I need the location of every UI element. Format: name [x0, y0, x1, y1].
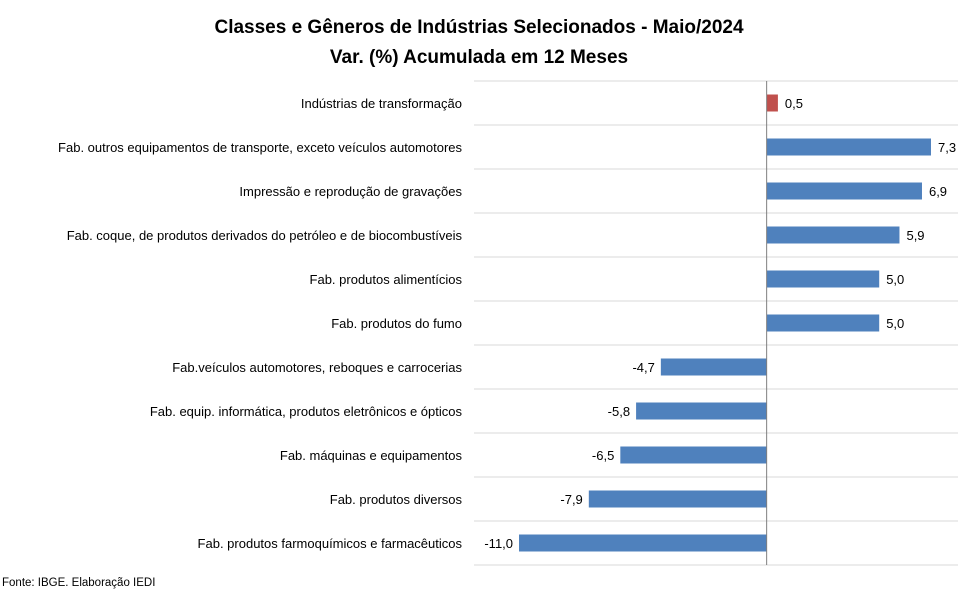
bar — [620, 446, 767, 464]
bar — [766, 314, 880, 332]
data-label: 6,9 — [929, 184, 947, 199]
bar — [766, 182, 922, 200]
bar — [766, 138, 931, 156]
bar — [766, 226, 900, 244]
category-label: Fab. produtos do fumo — [331, 316, 462, 331]
chart-title: Classes e Gêneros de Indústrias Selecion… — [214, 17, 743, 38]
category-label: Fab. produtos farmoquímicos e farmacêuti… — [198, 536, 463, 551]
category-label: Fab. coque, de produtos derivados do pet… — [67, 228, 463, 243]
data-label: 5,0 — [886, 316, 904, 331]
category-label: Fab. outros equipamentos de transporte, … — [58, 140, 462, 155]
data-label: -4,7 — [632, 360, 654, 375]
category-label: Impressão e reprodução de gravações — [239, 184, 462, 199]
bar — [766, 270, 880, 288]
data-label: 5,0 — [886, 272, 904, 287]
category-label: Indústrias de transformação — [301, 96, 462, 111]
category-label: Fab.veículos automotores, reboques e car… — [172, 360, 462, 375]
data-label: -5,8 — [608, 404, 630, 419]
data-label: 5,9 — [906, 228, 924, 243]
category-label: Fab. equip. informática, produtos eletrô… — [150, 404, 463, 419]
bars-group — [519, 94, 931, 552]
bar — [588, 490, 767, 508]
data-label: 7,3 — [938, 140, 956, 155]
gridlines — [474, 80, 958, 566]
data-label: -6,5 — [592, 448, 614, 463]
category-label: Fab. máquinas e equipamentos — [280, 448, 463, 463]
data-labels: 0,5 7,3 6,9 5,9 5,0 5,0 -4,7 -5,8 -6,5 -7,9 -11,0 — [484, 96, 956, 551]
category-label: Fab. produtos diversos — [330, 492, 463, 507]
bar — [660, 358, 767, 376]
bar — [766, 94, 778, 112]
bar — [636, 402, 767, 420]
source-note: Fonte: IBGE. Elaboração IEDI — [2, 577, 155, 589]
data-label: -7,9 — [560, 492, 582, 507]
data-label: 0,5 — [785, 96, 803, 111]
category-labels: Indústrias de transformação Fab. outros e… — [58, 96, 462, 551]
category-label: Fab. produtos alimentícios — [310, 272, 463, 287]
bar — [519, 534, 767, 552]
chart-subtitle: Var. (%) Acumulada em 12 Meses — [330, 47, 628, 68]
data-label: -11,0 — [484, 536, 513, 551]
